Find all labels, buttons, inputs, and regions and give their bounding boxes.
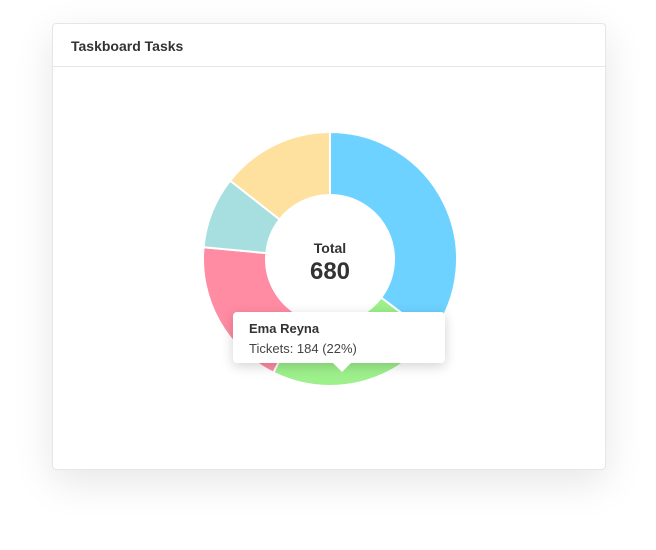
chart-tooltip: Ema Reyna Tickets: 184 (22%) [233, 312, 445, 372]
center-label: Total [314, 240, 346, 256]
center-total: 680 [310, 258, 350, 285]
donut-slice-0[interactable] [329, 130, 458, 337]
card-title: Taskboard Tasks [71, 38, 184, 54]
card-header: Taskboard Tasks [53, 24, 605, 67]
donut-slice-4[interactable] [228, 130, 331, 221]
tooltip-body: Tickets: 184 (22%) [249, 341, 357, 356]
taskboard-tasks-card: Taskboard Tasks [52, 23, 606, 470]
tooltip-title: Ema Reyna [249, 321, 320, 336]
